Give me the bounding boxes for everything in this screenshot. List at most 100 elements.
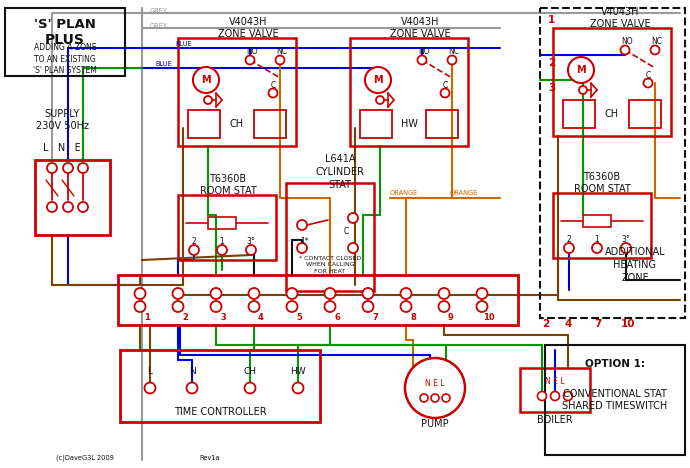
Text: 1: 1 xyxy=(548,15,555,25)
Text: 7: 7 xyxy=(594,319,602,329)
Circle shape xyxy=(135,288,146,299)
Text: M: M xyxy=(576,65,586,75)
Text: NC: NC xyxy=(651,37,662,46)
Text: N E L: N E L xyxy=(545,378,564,387)
Circle shape xyxy=(621,243,631,253)
Circle shape xyxy=(324,288,335,299)
Text: PUMP: PUMP xyxy=(421,419,448,429)
Circle shape xyxy=(78,163,88,173)
Text: N E L: N E L xyxy=(425,379,445,388)
Circle shape xyxy=(172,301,184,312)
Text: 5: 5 xyxy=(296,313,302,322)
Text: 10: 10 xyxy=(483,313,495,322)
Circle shape xyxy=(297,243,307,253)
Text: 2: 2 xyxy=(192,236,197,246)
Circle shape xyxy=(286,301,297,312)
Circle shape xyxy=(348,243,358,253)
Bar xyxy=(188,110,220,138)
Text: 3°: 3° xyxy=(246,236,255,246)
Text: C: C xyxy=(442,80,448,89)
Circle shape xyxy=(189,245,199,255)
Circle shape xyxy=(365,67,391,93)
Circle shape xyxy=(442,394,450,402)
Circle shape xyxy=(324,301,335,312)
Text: T6360B
ROOM STAT: T6360B ROOM STAT xyxy=(573,172,631,194)
Text: ORANGE: ORANGE xyxy=(450,190,478,196)
Circle shape xyxy=(440,88,449,97)
Text: C: C xyxy=(270,80,275,89)
Text: 10: 10 xyxy=(621,319,635,329)
Text: 1: 1 xyxy=(144,313,150,322)
Bar xyxy=(178,38,296,146)
Circle shape xyxy=(551,392,560,401)
Circle shape xyxy=(204,96,212,104)
Circle shape xyxy=(477,288,488,299)
Bar xyxy=(360,110,392,138)
Text: SUPPLY
230V 50Hz: SUPPLY 230V 50Hz xyxy=(35,109,88,132)
Text: 4: 4 xyxy=(258,313,264,322)
Bar xyxy=(254,110,286,138)
Text: TIME CONTROLLER: TIME CONTROLLER xyxy=(174,407,266,417)
Circle shape xyxy=(275,56,284,65)
Text: (c)DaveG3L 2009: (c)DaveG3L 2009 xyxy=(56,455,114,461)
Text: 7: 7 xyxy=(372,313,378,322)
Bar xyxy=(583,215,611,227)
Circle shape xyxy=(420,394,428,402)
Circle shape xyxy=(568,57,594,83)
Circle shape xyxy=(362,288,373,299)
Circle shape xyxy=(248,301,259,312)
Circle shape xyxy=(651,45,660,54)
Bar xyxy=(520,368,590,412)
Circle shape xyxy=(217,245,227,255)
Circle shape xyxy=(210,288,221,299)
Text: 2: 2 xyxy=(542,319,550,329)
Text: 1: 1 xyxy=(595,234,600,243)
Circle shape xyxy=(246,245,256,255)
Circle shape xyxy=(439,301,449,312)
Circle shape xyxy=(172,288,184,299)
Text: PLUS: PLUS xyxy=(45,33,85,47)
Text: NO: NO xyxy=(621,37,633,46)
Circle shape xyxy=(78,202,88,212)
Circle shape xyxy=(620,45,629,54)
Bar xyxy=(426,110,458,138)
Text: V4043H
ZONE VALVE: V4043H ZONE VALVE xyxy=(217,16,278,39)
Bar xyxy=(563,100,595,128)
Text: 2: 2 xyxy=(548,58,555,68)
Circle shape xyxy=(193,67,219,93)
Circle shape xyxy=(400,288,411,299)
Text: 9: 9 xyxy=(448,313,454,322)
Text: 1: 1 xyxy=(219,236,224,246)
Circle shape xyxy=(135,301,146,312)
Bar xyxy=(178,195,276,260)
Bar xyxy=(208,217,236,229)
Circle shape xyxy=(47,202,57,212)
Bar xyxy=(629,100,661,128)
Circle shape xyxy=(286,288,297,299)
Circle shape xyxy=(376,96,384,104)
Circle shape xyxy=(417,56,426,65)
Bar xyxy=(120,350,320,422)
Text: 3°: 3° xyxy=(622,234,631,243)
Text: NC: NC xyxy=(276,47,287,57)
Circle shape xyxy=(246,56,255,65)
Text: NO: NO xyxy=(418,47,430,57)
Circle shape xyxy=(431,394,439,402)
Text: Rev1a: Rev1a xyxy=(199,455,220,461)
Text: V4043H
ZONE VALVE: V4043H ZONE VALVE xyxy=(590,7,650,29)
Text: 2: 2 xyxy=(182,313,188,322)
Circle shape xyxy=(293,382,304,394)
Text: M: M xyxy=(201,75,211,85)
Circle shape xyxy=(144,382,155,394)
Text: ADDITIONAL
HEATING
ZONE: ADDITIONAL HEATING ZONE xyxy=(604,247,665,283)
Text: T6360B
ROOM STAT: T6360B ROOM STAT xyxy=(199,174,257,197)
Text: * CONTACT CLOSED
WHEN CALLING
FOR HEAT: * CONTACT CLOSED WHEN CALLING FOR HEAT xyxy=(299,256,361,274)
Circle shape xyxy=(564,392,573,401)
Circle shape xyxy=(63,163,73,173)
Circle shape xyxy=(268,88,277,97)
Bar xyxy=(35,160,110,235)
Circle shape xyxy=(400,301,411,312)
Text: ORANGE: ORANGE xyxy=(390,190,418,196)
Text: GREY: GREY xyxy=(150,23,168,29)
Circle shape xyxy=(592,243,602,253)
